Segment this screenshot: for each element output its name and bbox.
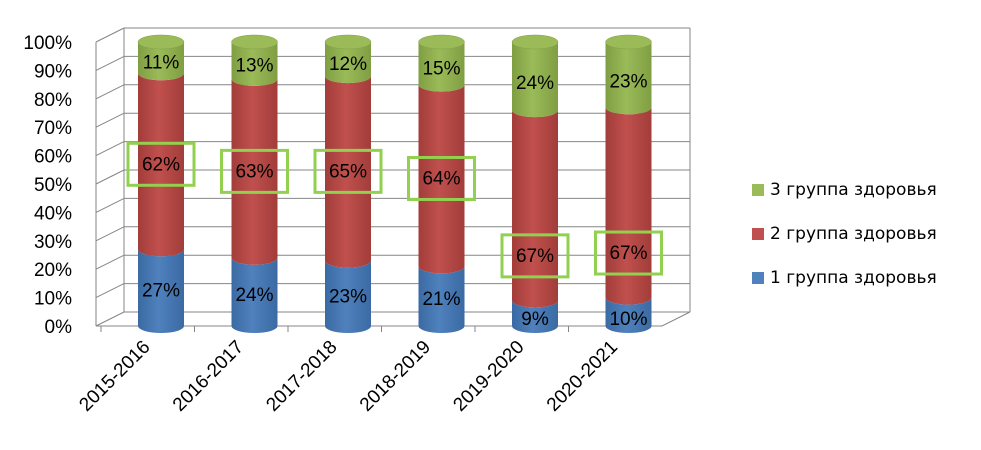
legend-item-group-1: 1 группа здоровья: [752, 266, 980, 290]
bar-column-2018-2019: 21% 64% 15%: [407, 34, 476, 333]
bar-column-2020-2021: 10% 67% 23%: [594, 34, 663, 333]
bar-segment-2-2018-2019: [418, 84, 465, 274]
data-label-group-3: 12%: [329, 54, 367, 75]
gridline-side: [95, 112, 125, 128]
data-label-group-2: 64%: [422, 168, 460, 189]
bar-segment-2-2019-2020: [512, 110, 558, 308]
bar-segment-1-2016-2017: [231, 257, 278, 333]
data-label-group-3: 23%: [609, 72, 647, 93]
data-label-group-2: 65%: [329, 161, 367, 182]
bar-segment-1-2015-2016: [138, 249, 184, 333]
y-tick-label: 20%: [34, 260, 72, 281]
data-label-group-1: 10%: [609, 309, 647, 330]
y-axis: 0% 10% 20% 30% 40% 50% 60% 70% 80% 90% 100%: [23, 33, 72, 338]
gridline-side: [95, 254, 125, 270]
x-tick-label: 2018-2019: [356, 337, 435, 416]
legend-item-group-3: 3 группа здоровья: [752, 178, 980, 202]
bar-column-2016-2017: 24% 63% 13%: [220, 34, 289, 333]
legend-swatch-group-3: [752, 184, 764, 196]
bar-segment-1-2020-2021: [605, 297, 652, 333]
data-label-group-2: 67%: [609, 243, 647, 264]
y-tick-label: 100%: [23, 33, 72, 54]
bar-segment-2-2016-2017: [231, 78, 278, 265]
bar-segment-2-2017-2018: [325, 76, 371, 268]
bar-top-cap: [605, 34, 652, 50]
bar-top-cap: [231, 34, 278, 50]
highlight-box: [407, 155, 476, 201]
gridline-side: [95, 169, 125, 185]
y-tick-label: 80%: [34, 90, 72, 111]
data-label-group-3: 15%: [422, 58, 460, 79]
bar-segment-3-2020-2021: [605, 42, 652, 115]
y-tick-label: 0%: [45, 317, 73, 338]
x-tick-label: 2017-2018: [262, 337, 341, 416]
data-label-group-3: 13%: [235, 55, 273, 76]
bar-top-cap: [511, 34, 559, 50]
highlight-box: [220, 148, 289, 194]
highlight-box: [500, 233, 570, 279]
data-label-group-1: 27%: [142, 281, 180, 302]
y-tick-label: 10%: [34, 289, 72, 310]
bar-column-2015-2016: 27% 62% 11%: [126, 34, 196, 333]
legend-label-group-1: 1 группа здоровья: [770, 268, 937, 288]
bar-segment-1-2018-2019: [418, 266, 465, 333]
y-tick-label: 90%: [34, 61, 72, 82]
data-label-group-2: 63%: [235, 161, 273, 182]
gridline-side: [95, 84, 125, 100]
gridline-side: [95, 141, 125, 157]
gridline-side: [95, 27, 125, 43]
bar-segment-2-2015-2016: [138, 73, 184, 257]
bar-segment-3-2015-2016: [138, 42, 184, 81]
bar-column-2017-2018: 23% 65% 12%: [313, 34, 383, 333]
x-axis: 2015-2016 2016-2017 2017-2018 2018-2019 2019…: [75, 326, 622, 416]
highlight-box: [313, 148, 383, 194]
bars: 27% 62% 11% 24% 63% 13% 23% 65% 12% 21% 64% 15% 9% 67…: [126, 34, 663, 333]
highlight-box: [126, 141, 196, 187]
legend: 3 группа здоровья 2 группа здоровья 1 гр…: [752, 178, 980, 310]
highlight-box: [594, 230, 663, 276]
legend-swatch-group-2: [752, 228, 764, 240]
gridline-side: [95, 283, 125, 299]
legend-label-group-2: 2 группа здоровья: [770, 224, 937, 244]
bar-segment-1-2019-2020: [512, 300, 558, 333]
x-tick-label: 2019-2020: [449, 337, 528, 416]
bar-segment-3-2018-2019: [418, 42, 465, 92]
data-label-group-1: 9%: [521, 309, 549, 330]
data-label-group-3: 11%: [143, 53, 180, 74]
bar-segment-2-2020-2021: [605, 107, 652, 305]
gridlines: [95, 27, 691, 327]
gridline-side: [95, 226, 125, 242]
legend-label-group-3: 3 группа здоровья: [770, 180, 937, 200]
x-tick-label: 2020-2021: [543, 337, 622, 416]
x-tick-label: 2016-2017: [169, 337, 248, 416]
y-tick-label: 70%: [34, 118, 72, 139]
legend-item-group-2: 2 группа здоровья: [752, 222, 980, 246]
x-tick-label: 2015-2016: [75, 337, 154, 416]
data-label-group-2: 62%: [142, 154, 180, 175]
y-tick-label: 50%: [34, 175, 72, 196]
bar-segment-3-2017-2018: [325, 42, 371, 84]
bar-column-2019-2020: 9% 67% 24%: [500, 34, 570, 333]
bar-top-cap: [137, 34, 185, 50]
gridline-side: [95, 55, 125, 71]
y-tick-label: 30%: [34, 232, 72, 253]
data-label-group-2: 67%: [516, 246, 554, 267]
data-label-group-1: 23%: [329, 286, 367, 307]
bar-top-cap: [418, 34, 465, 50]
y-tick-label: 60%: [34, 147, 72, 168]
gridline-side: [95, 197, 125, 213]
data-label-group-3: 24%: [516, 73, 554, 94]
bar-segment-1-2017-2018: [325, 260, 371, 333]
floor-edge: [96, 311, 691, 327]
data-label-group-1: 21%: [422, 289, 460, 310]
bar-segment-3-2019-2020: [512, 42, 558, 118]
y-tick-label: 40%: [34, 203, 72, 224]
bar-segment-3-2016-2017: [231, 42, 278, 86]
data-label-group-1: 24%: [235, 285, 273, 306]
gridline-side: [95, 311, 125, 327]
legend-swatch-group-1: [752, 272, 764, 284]
bar-top-cap: [324, 34, 372, 50]
